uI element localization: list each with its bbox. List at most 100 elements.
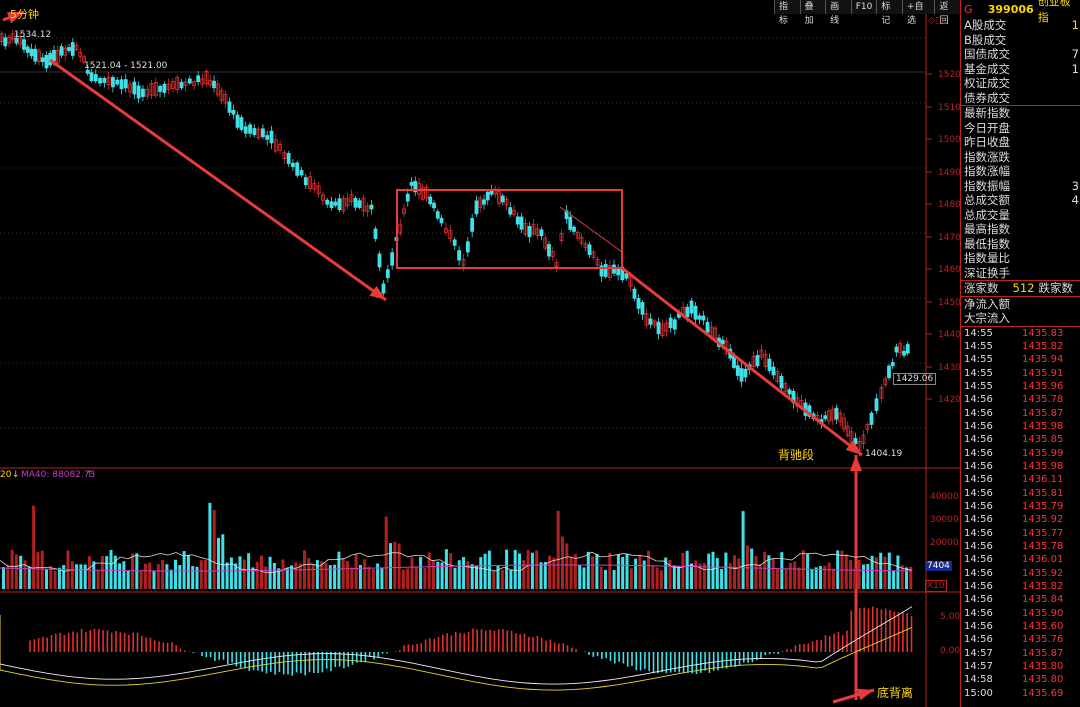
candle-body <box>252 128 257 136</box>
candle-body <box>628 276 633 287</box>
toolbar-add-watchlist-button[interactable]: +自选 <box>901 0 935 26</box>
volume-bar <box>195 566 199 589</box>
volume-bar <box>169 569 173 589</box>
candle-body <box>428 196 433 205</box>
quote-sidebar: G 399006 创业板指 A股成交 1 B股成交 国债成交 7 基金成交 1 权证成交 债券成… <box>960 0 1080 707</box>
kline-chart[interactable] <box>0 0 960 707</box>
volume-bar <box>621 556 625 589</box>
volume-bar <box>242 559 246 589</box>
candle-body <box>14 37 19 44</box>
candle-body <box>681 306 686 315</box>
toolbar-back-button[interactable]: 返回 <box>934 0 961 26</box>
volume-bar <box>578 565 582 589</box>
toolbar-f10-button[interactable]: F10 <box>850 0 877 14</box>
trend-arrow <box>621 266 863 457</box>
volume-bar <box>608 552 612 589</box>
trend-arrow <box>49 58 387 302</box>
candle-body <box>599 265 604 277</box>
chart-area[interactable]: 指标 叠加 画线 F10 标记 +自选 返回 5分钟 1534.12 1521.… <box>0 0 961 707</box>
candle-body <box>751 355 756 367</box>
candle-body <box>308 176 312 190</box>
toolbar-draw-button[interactable]: 画线 <box>825 0 851 26</box>
volume-bar <box>853 568 857 589</box>
candle-body <box>550 251 555 257</box>
volume-bar <box>401 569 405 589</box>
candle-body <box>636 298 641 309</box>
candle-body <box>559 233 564 242</box>
tick-time: 14:56 <box>964 447 993 459</box>
volume-bar <box>793 561 797 589</box>
volume-bar <box>509 569 513 589</box>
tick-price: 1435.87 <box>1022 647 1064 659</box>
chart-corner-mark[interactable]: ◇□ <box>928 16 944 26</box>
toolbar-indicator-button[interactable]: 指标 <box>774 0 800 26</box>
volume-bar <box>672 565 676 589</box>
candle-body <box>616 268 621 276</box>
tick-row: 14:56 1435.76 <box>961 633 1080 646</box>
candle-body <box>842 417 846 430</box>
price-axis-label: 1460 <box>938 265 961 275</box>
volume-bar <box>780 552 784 589</box>
tick-time: 14:56 <box>964 527 993 539</box>
candle-body <box>227 101 232 113</box>
toolbar-mark-button[interactable]: 标记 <box>876 0 902 26</box>
candle-body <box>128 83 132 93</box>
volume-bar <box>341 558 345 589</box>
volume-bar <box>40 550 44 589</box>
candle-body <box>365 205 370 212</box>
stat-row: 指数量比 <box>961 251 1080 266</box>
candle-body <box>898 343 903 354</box>
stat-row: 基金成交 1 <box>961 62 1080 77</box>
volume-bar <box>634 558 638 589</box>
tick-price: 1435.98 <box>1022 460 1064 472</box>
volume-bar <box>277 568 281 589</box>
stat-row: 权证成交 <box>961 76 1080 91</box>
volume-bar <box>827 562 831 589</box>
tick-list[interactable]: 14:55 1435.83 14:55 1435.82 14:55 1435.94 14:5… <box>961 327 1080 701</box>
volume-bar <box>573 554 577 589</box>
tick-time: 14:56 <box>964 514 993 526</box>
volume-bar <box>315 560 319 589</box>
candle-body <box>535 228 540 236</box>
volume-bar <box>698 563 702 589</box>
volume-bar <box>655 567 659 589</box>
candle-body <box>612 264 616 274</box>
period-arrow-head <box>6 12 25 24</box>
volume-bar <box>148 562 152 589</box>
volume-ma-label: MA40: 88082.73 <box>21 470 96 480</box>
index-code: 399006 <box>987 2 1034 16</box>
candle-body <box>235 114 240 128</box>
candle-body <box>183 81 188 86</box>
candle-body <box>861 434 866 444</box>
volume-bar <box>36 552 40 589</box>
stat-label: 指数涨幅 <box>964 164 1010 178</box>
volume-bar <box>32 505 36 589</box>
candle-body <box>660 323 665 336</box>
volume-bar <box>548 555 552 589</box>
tick-price: 1435.60 <box>1022 621 1064 633</box>
stat-value: 3 <box>1071 178 1079 193</box>
candle-body <box>640 302 645 315</box>
candle-body <box>787 389 792 395</box>
volume-bar <box>526 549 530 589</box>
candle-body <box>106 76 111 86</box>
volume-bar <box>539 562 543 589</box>
candle-body <box>668 317 673 329</box>
candle-body <box>465 241 470 253</box>
volume-bar <box>883 556 887 589</box>
candle-body <box>879 387 884 399</box>
period-label[interactable]: 5分钟 <box>10 8 39 21</box>
stat-value: 7 <box>1071 47 1079 61</box>
stat-row: 最低指数 <box>961 237 1080 252</box>
toolbar-overlay-button[interactable]: 叠加 <box>799 0 826 26</box>
volume-bar <box>720 569 724 589</box>
volume-bar <box>113 555 117 589</box>
candle-body <box>345 198 350 206</box>
tick-row: 14:55 1435.82 <box>961 340 1080 353</box>
candle-body <box>461 258 466 267</box>
volume-bar <box>685 550 689 589</box>
volume-bar <box>642 560 646 589</box>
stat-row: A股成交 1 <box>961 18 1080 33</box>
volume-bar <box>892 570 896 589</box>
volume-header-arrow-icon: ↓ <box>12 470 20 480</box>
